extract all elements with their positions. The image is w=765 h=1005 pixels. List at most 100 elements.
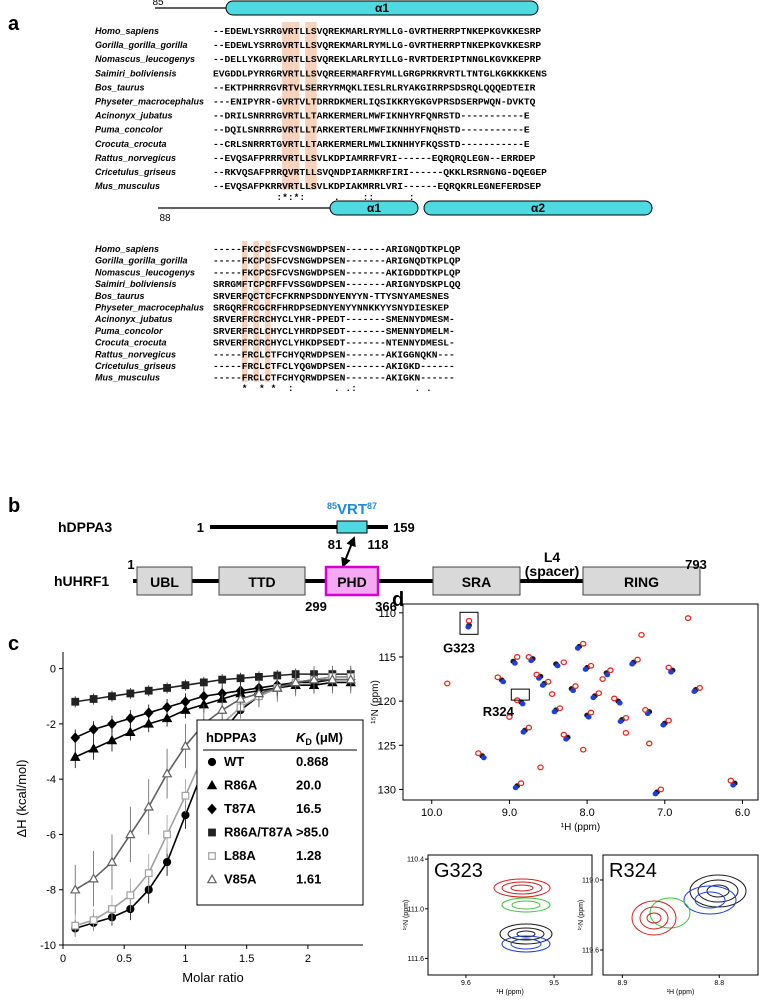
y-tick-label: 130 <box>378 784 396 796</box>
nmr-peak <box>599 676 606 682</box>
data-point <box>272 682 283 692</box>
x-tick-label: 0 <box>60 953 66 965</box>
nmr-peak <box>629 661 636 667</box>
conservation: :*:*: . :: : <box>213 192 415 203</box>
domain-label: PHD <box>337 574 367 590</box>
data-point <box>144 869 153 878</box>
y-axis-label: ¹⁵N (ppm) <box>370 680 381 724</box>
nmr-peak <box>548 691 556 698</box>
kd-symbol: K <box>296 730 307 745</box>
legend-kd: 1.28 <box>296 848 321 863</box>
conserved-column <box>310 22 317 190</box>
nmr-peak <box>572 683 579 690</box>
nmr-peak <box>525 724 533 731</box>
x-tick-label: 9.6 <box>461 980 471 987</box>
species-name: Puma_concolor <box>95 125 163 135</box>
nmr-peak <box>622 714 630 721</box>
data-point <box>235 693 246 703</box>
conserved-column <box>305 22 311 190</box>
x-tick-label: 2 <box>305 953 311 965</box>
region-start: 81 <box>328 537 342 552</box>
sequence: --CRLSNRRRTGVRTLLTARKERMERLMWLIKNHHYFKQS… <box>213 139 530 150</box>
species-name: Bos_taurus <box>95 291 145 301</box>
nmr-peak <box>684 615 692 622</box>
panel-label: c <box>8 633 19 655</box>
nmr-peak <box>511 660 518 666</box>
domain-box <box>218 566 306 596</box>
x-tick-label: 10.0 <box>421 807 442 819</box>
data-point <box>125 726 136 736</box>
nmr-peak <box>494 674 502 681</box>
sequence: EVGDDLPYRRGRVRTLLSVQREERMARFRYMLLGRGPRKR… <box>213 68 547 79</box>
inset-frame <box>602 854 759 976</box>
nmr-peak <box>444 680 451 687</box>
nmr-peak <box>579 746 587 753</box>
nmr-peak <box>604 672 611 678</box>
legend-name: V85A <box>224 872 257 887</box>
residue-number: 1 <box>127 557 134 572</box>
species-name: Crocuta_crocuta <box>95 139 167 149</box>
data-point <box>70 732 81 744</box>
species-name: Gorilla_gorilla_gorilla <box>95 256 188 266</box>
data-point <box>71 697 80 706</box>
data-point <box>181 791 190 800</box>
y-tick-label: 0 <box>50 664 56 676</box>
residue-number: 85 <box>152 0 164 8</box>
y-tick-label: 115 <box>378 652 396 664</box>
x-tick-label: 8.0 <box>579 807 594 819</box>
motif-end: 87 <box>367 501 377 511</box>
species-name: Bos_taurus <box>95 82 145 92</box>
nmr-peak <box>587 662 595 669</box>
sequence: -----FKCPCSFCVSNGWDPSEN-------AKIGDDDTKP… <box>213 267 461 278</box>
data-point <box>108 692 116 701</box>
x-axis-label: ¹H (ppm) <box>496 989 524 996</box>
data-point <box>143 718 154 728</box>
conserved-column <box>264 241 271 382</box>
data-point <box>180 696 191 708</box>
data-point <box>162 701 172 713</box>
data-point <box>199 690 209 702</box>
inset-label: R324 <box>609 860 657 882</box>
nmr-peak <box>642 706 649 713</box>
sequence: SRRGMFTCPCRFFVSSGWDPSEN-------ARIGNYDSKP… <box>213 279 461 290</box>
fit-curve <box>75 673 351 703</box>
x-tick-label: 1 <box>182 953 188 965</box>
helix-label: α1 <box>375 1 389 15</box>
data-point <box>163 830 171 839</box>
data-point <box>290 676 301 687</box>
species-name: Saimiri_boliviensis <box>95 68 177 78</box>
sequence: SRVERFRCRCHYCLYHR-PPEDT-------SMENNYDMES… <box>213 314 455 325</box>
data-point <box>106 856 118 866</box>
data-point <box>125 828 136 839</box>
legend-kd: 1.61 <box>296 872 321 887</box>
sequence: ---ENIPYRR-GVRTVLTDRRDKMERLIQSIKKRYGKGVP… <box>213 97 536 108</box>
nmr-peak <box>622 729 630 736</box>
legend-name: R86A/T87A <box>224 825 293 840</box>
data-point <box>308 674 320 684</box>
nmr-peak <box>607 667 614 674</box>
data-point <box>163 684 171 692</box>
data-point <box>89 916 98 925</box>
domain-label: SRA <box>462 574 492 590</box>
sequence: --EVQSAFPRRRVRTLLSVLKDPIAMRRFVRI------EQ… <box>213 153 536 164</box>
nmr-peak <box>657 786 665 793</box>
helix-label: α1 <box>367 201 381 215</box>
legend-kd: >85.0 <box>296 825 329 840</box>
conservation: * * * : . .: . . <box>213 383 432 394</box>
y-tick-label: 120 <box>378 696 396 708</box>
species-name: Nomascus_leucogenys <box>95 54 195 64</box>
data-point <box>206 779 218 790</box>
nmr-peak <box>638 631 645 638</box>
domain-box <box>432 566 521 596</box>
nmr-peak <box>525 654 533 660</box>
data-point <box>126 891 135 900</box>
residue-number: 159 <box>393 520 415 535</box>
conserved-column <box>293 22 300 190</box>
data-point <box>218 675 227 684</box>
residue-number: 299 <box>305 599 327 614</box>
nmr-peak <box>665 717 672 724</box>
residue-number: 793 <box>685 557 707 572</box>
sequence: --EDEWLYSRRGVRTLLSVQREKMARLRYMLLG-GVRTHE… <box>213 40 541 51</box>
